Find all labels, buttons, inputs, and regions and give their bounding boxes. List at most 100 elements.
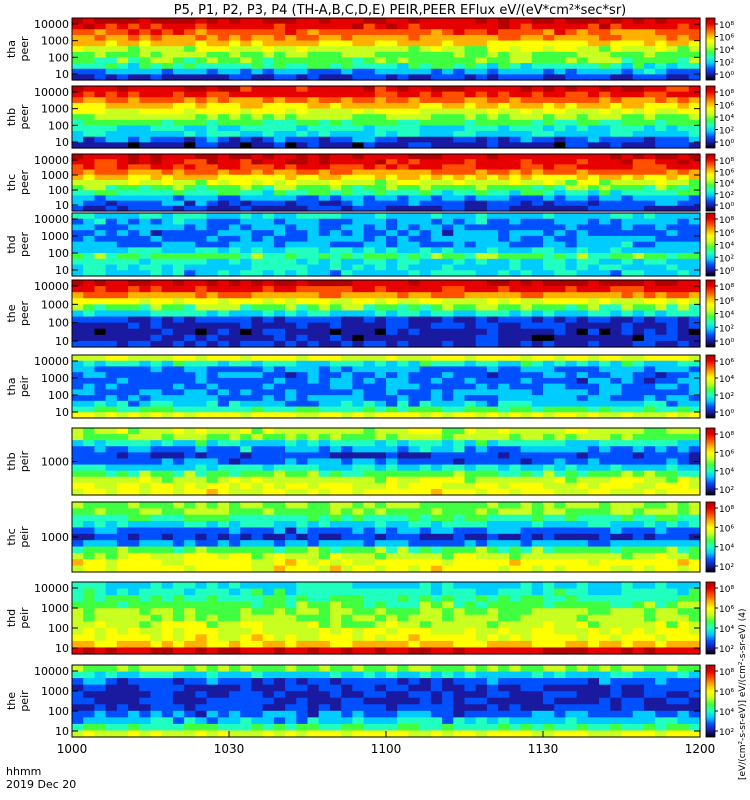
- heatmap-cell: [509, 446, 522, 453]
- heatmap-cell: [262, 108, 275, 115]
- heatmap-cell: [677, 125, 690, 132]
- heatmap-cell: [161, 29, 174, 36]
- heatmap-cell: [318, 470, 331, 478]
- heatmap-cell: [352, 377, 365, 385]
- heatmap-cell: [688, 546, 701, 554]
- heatmap-cell: [150, 34, 163, 42]
- heatmap-cell: [610, 154, 623, 160]
- heatmap-cell: [442, 395, 454, 402]
- heatmap-cell: [543, 190, 555, 197]
- heatmap-cell: [139, 552, 152, 560]
- heatmap-cell: [116, 502, 129, 509]
- heatmap-cell: [206, 533, 219, 541]
- heatmap-cell: [341, 247, 353, 254]
- heatmap-cell: [116, 125, 129, 132]
- heatmap-cell: [666, 18, 679, 25]
- heatmap-cell: [386, 57, 398, 64]
- heatmap-cell: [172, 488, 185, 496]
- heatmap-cell: [419, 298, 432, 305]
- heatmap-cell: [240, 428, 253, 435]
- heatmap-cell: [419, 258, 432, 266]
- heatmap-cell: [240, 316, 253, 324]
- heatmap-cell: [486, 258, 499, 266]
- heatmap-cell: [161, 213, 174, 220]
- heatmap-cell: [587, 164, 600, 171]
- heatmap-cell: [498, 334, 510, 342]
- heatmap-cell: [408, 164, 421, 171]
- heatmap-cell: [464, 527, 477, 535]
- heatmap-cell: [677, 114, 690, 121]
- heatmap-cell: [128, 458, 140, 466]
- heatmap-cell: [341, 389, 353, 396]
- heatmap-cell: [486, 476, 499, 484]
- heatmap-cell: [621, 428, 634, 435]
- heatmap-cell: [374, 540, 387, 548]
- heatmap-cell: [105, 440, 118, 447]
- heatmap-cell: [105, 131, 118, 138]
- heatmap-cell: [621, 68, 634, 75]
- heatmap-cell: [72, 40, 84, 47]
- heatmap-cell: [430, 286, 443, 293]
- heatmap-cell: [386, 46, 398, 53]
- heatmap-cell: [296, 280, 309, 287]
- heatmap-cell: [531, 68, 544, 75]
- heatmap-cell: [273, 482, 286, 490]
- heatmap-cell: [161, 514, 174, 522]
- heatmap-cell: [217, 125, 230, 132]
- heatmap-cell: [240, 174, 253, 181]
- heatmap-cell: [442, 322, 454, 330]
- panel-frame: [71, 212, 701, 277]
- heatmap-cell: [430, 366, 443, 373]
- heatmap-cell: [329, 125, 342, 132]
- heatmap-cell: [464, 164, 477, 171]
- heatmap-cell: [677, 68, 690, 75]
- heatmap-cell: [464, 400, 477, 408]
- heatmap-cell: [565, 280, 578, 287]
- heatmap-cell: [105, 366, 118, 373]
- heatmap-cell: [632, 340, 645, 348]
- heatmap-cell: [296, 102, 309, 110]
- heatmap-cell: [184, 247, 196, 254]
- heatmap-cell: [161, 18, 174, 25]
- heatmap-cell: [408, 169, 421, 176]
- heatmap-cell: [576, 502, 589, 509]
- heatmap-cell: [206, 389, 219, 396]
- heatmap-cell: [363, 366, 376, 373]
- heatmap-cell: [184, 446, 196, 453]
- y-tick-label: 10000: [34, 355, 69, 368]
- heatmap-cell: [442, 446, 454, 453]
- heatmap-cell: [116, 406, 129, 413]
- heatmap-cell: [352, 400, 365, 408]
- heatmap-cell: [116, 258, 129, 266]
- heatmap-cell: [677, 280, 690, 287]
- heatmap-cell: [296, 91, 309, 98]
- heatmap-cell: [229, 51, 241, 59]
- heatmap-cell: [251, 164, 264, 171]
- heatmap-cell: [643, 131, 656, 138]
- heatmap-cell: [329, 316, 342, 324]
- heatmap-cell: [453, 395, 466, 402]
- heatmap-cell: [341, 434, 353, 441]
- heatmap-cell: [419, 446, 432, 453]
- heatmap-cell: [105, 298, 118, 305]
- heatmap-cell: [251, 476, 264, 484]
- heatmap-cell: [520, 406, 533, 413]
- heatmap-cell: [217, 63, 230, 70]
- heatmap-cell: [520, 482, 533, 490]
- heatmap-cell: [296, 169, 309, 176]
- heatmap-cell: [139, 119, 152, 127]
- heatmap-cell: [543, 340, 555, 348]
- heatmap-cell: [94, 190, 107, 197]
- heatmap-cell: [128, 316, 140, 324]
- heatmap-cell: [386, 114, 398, 121]
- heatmap-cell: [565, 57, 578, 64]
- heatmap-cell: [240, 470, 253, 478]
- heatmap-cell: [172, 406, 185, 413]
- heatmap-cell: [251, 508, 264, 516]
- heatmap-cell: [554, 446, 567, 453]
- heatmap-cell: [397, 235, 410, 243]
- heatmap-cell: [475, 488, 488, 496]
- heatmap-cell: [195, 241, 208, 248]
- heatmap-cell: [610, 164, 623, 171]
- heatmap-cell: [94, 389, 107, 396]
